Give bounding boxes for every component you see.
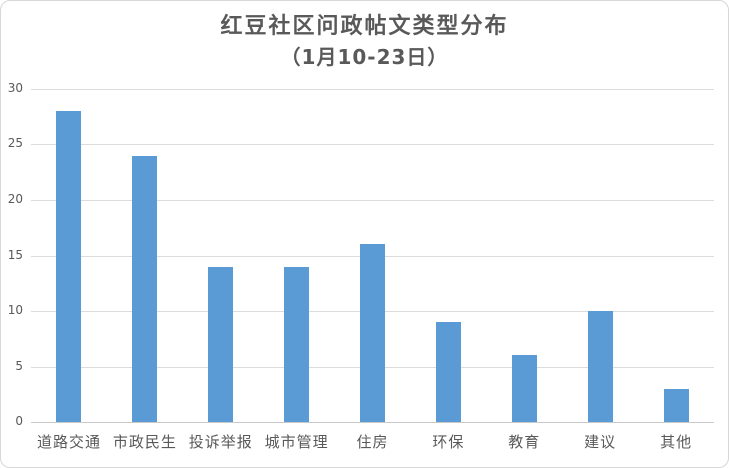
- y-tick-label: 20: [7, 192, 23, 206]
- x-category-label: 城市管理: [264, 433, 329, 451]
- y-tick-label: 5: [15, 359, 23, 373]
- bar-column-其他: [638, 89, 714, 422]
- bar-column-市政民生: [107, 89, 183, 422]
- bar-column-城市管理: [259, 89, 335, 422]
- y-tick-label: 25: [7, 136, 23, 150]
- bar: [208, 266, 234, 422]
- bar-column-环保: [410, 89, 486, 422]
- y-tick-label: 0: [15, 414, 23, 428]
- x-category-label: 市政民生: [112, 433, 177, 451]
- bar-column-教育: [486, 89, 562, 422]
- bar: [663, 388, 689, 422]
- bar: [511, 355, 537, 422]
- bar: [435, 322, 461, 422]
- x-category-label: 道路交通: [36, 433, 101, 451]
- x-axis-line: [31, 422, 714, 423]
- x-category-label: 建议: [584, 433, 617, 451]
- bar-column-投诉举报: [183, 89, 259, 422]
- chart-title: 红豆社区问政帖文类型分布: [220, 14, 509, 39]
- y-tick-label: 30: [7, 81, 23, 95]
- x-category-label: 投诉举报: [188, 433, 253, 451]
- bar: [360, 244, 385, 422]
- bar: [284, 266, 310, 422]
- chart-subtitle: （1月10-23日）: [280, 45, 449, 69]
- x-axis-category-labels: 道路交通 市政民生 投诉举报 城市管理 住房 环保 教育 建议 其他: [31, 431, 714, 452]
- chart-title-block: 红豆社区问政帖文类型分布 （1月10-23日）: [1, 11, 728, 71]
- bar: [56, 111, 82, 422]
- gridline: [31, 200, 714, 201]
- bar: [587, 311, 613, 422]
- x-category-label: 其他: [660, 433, 693, 451]
- gridline: [31, 144, 714, 145]
- y-tick-label: 15: [7, 248, 23, 262]
- bar-column-建议: [562, 89, 638, 422]
- x-category-label: 环保: [432, 433, 465, 451]
- bar: [132, 155, 158, 422]
- bar-column-道路交通: [31, 89, 107, 422]
- y-tick-label: 10: [7, 303, 23, 317]
- x-category-label: 教育: [508, 433, 541, 451]
- gridline: [31, 89, 714, 90]
- plot-area: [31, 89, 714, 423]
- x-category-label: 住房: [356, 433, 389, 451]
- bar-series: [31, 89, 714, 422]
- bar-column-住房: [335, 89, 411, 422]
